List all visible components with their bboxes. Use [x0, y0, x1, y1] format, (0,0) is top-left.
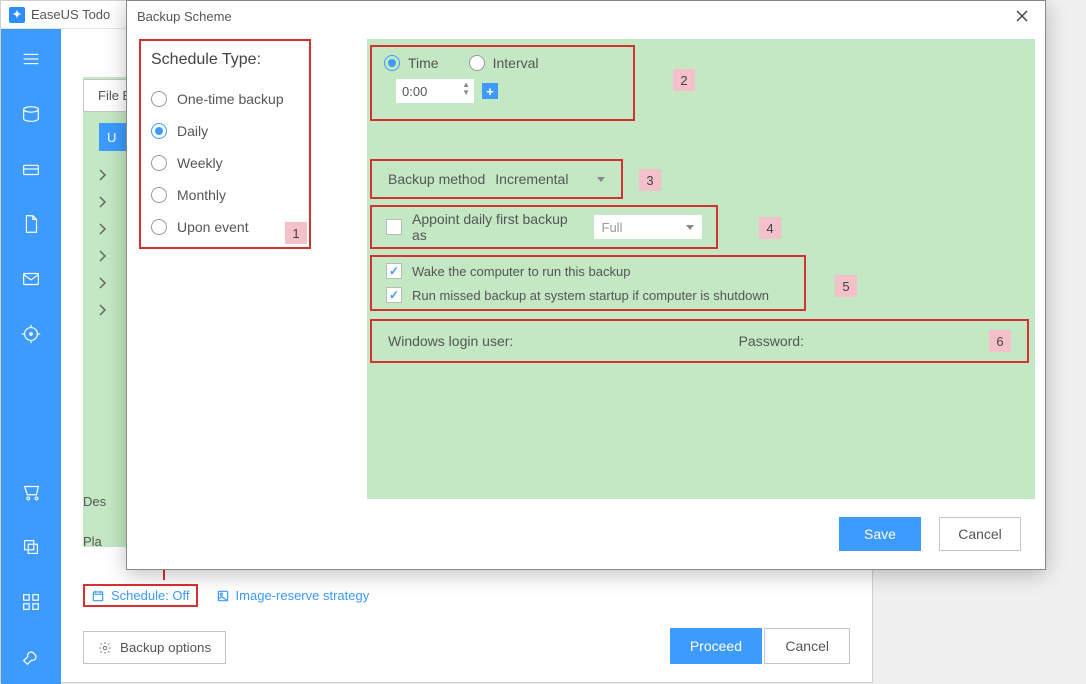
cart-icon[interactable] — [1, 464, 61, 519]
target-icon[interactable] — [1, 306, 61, 361]
grid-icon[interactable] — [1, 574, 61, 629]
radio-label: One-time backup — [177, 91, 284, 107]
login-section: Windows login user: Password: 6 — [370, 319, 1029, 363]
sidebar — [1, 29, 61, 684]
chevron-right-icon[interactable] — [99, 165, 117, 185]
radio-label: Daily — [177, 123, 208, 139]
mode-interval[interactable]: Interval — [469, 55, 539, 71]
bg-title: EaseUS Todo — [31, 7, 110, 22]
appoint-checkbox[interactable] — [386, 219, 402, 235]
plan-label: Pla — [83, 534, 102, 549]
chevron-right-icon[interactable] — [99, 273, 117, 293]
schedule-upon-event[interactable]: Upon event — [151, 211, 299, 243]
dialog-body: Schedule Type: One-time backup Daily Wee… — [127, 31, 1045, 499]
dialog-title: Backup Scheme — [137, 9, 232, 24]
chevron-right-icon[interactable] — [99, 300, 117, 320]
appoint-value: Full — [602, 220, 623, 235]
copy-icon[interactable] — [1, 519, 61, 574]
method-dropdown[interactable]: Incremental — [495, 171, 605, 187]
chevron-right-icon[interactable] — [99, 219, 117, 239]
backup-scheme-dialog: Backup Scheme Schedule Type: One-time ba… — [126, 0, 1046, 570]
chevron-right-icon[interactable] — [99, 192, 117, 212]
login-user-label: Windows login user: — [388, 333, 513, 349]
proceed-button[interactable]: Proceed — [670, 628, 762, 664]
right-area: Time Interval 0:00 ▲ ▼ + — [367, 39, 1035, 499]
disk-icon[interactable] — [1, 86, 61, 141]
file-icon[interactable] — [1, 196, 61, 251]
backup-options-button[interactable]: Backup options — [83, 631, 226, 664]
mail-icon[interactable] — [1, 251, 61, 306]
chevron-down-icon — [686, 225, 694, 230]
time-interval-section: Time Interval 0:00 ▲ ▼ + — [370, 45, 635, 121]
login-password-input[interactable] — [816, 330, 977, 352]
menu-icon[interactable] — [1, 31, 61, 86]
backup-options-label: Backup options — [120, 640, 211, 655]
backup-method-section: Backup method Incremental — [370, 159, 623, 199]
radio-icon — [469, 55, 485, 71]
login-password-label: Password: — [739, 333, 804, 349]
app-logo-icon: ✦ — [9, 7, 25, 23]
radio-label: Interval — [493, 55, 539, 71]
image-icon — [216, 589, 230, 603]
bg-cancel-button[interactable]: Cancel — [764, 628, 850, 664]
strategy-link-label: Image-reserve strategy — [236, 588, 370, 603]
login-user-input[interactable] — [525, 330, 726, 352]
radio-icon — [151, 91, 167, 107]
schedule-daily[interactable]: Daily — [151, 115, 299, 147]
schedule-link-label: Schedule: Off — [111, 588, 190, 603]
strategy-link[interactable]: Image-reserve strategy — [216, 588, 370, 603]
wake-checkbox[interactable] — [386, 263, 402, 279]
method-value: Incremental — [495, 171, 568, 187]
radio-icon — [384, 55, 400, 71]
schedule-type-panel: Schedule Type: One-time backup Daily Wee… — [139, 39, 311, 249]
badge-5: 5 — [835, 275, 857, 297]
appoint-label: Appoint daily first backup as — [412, 211, 584, 243]
time-input[interactable]: 0:00 ▲ ▼ — [396, 79, 474, 103]
missed-checkbox[interactable] — [386, 287, 402, 303]
dialog-footer: Save Cancel — [127, 499, 1045, 569]
schedule-weekly[interactable]: Weekly — [151, 147, 299, 179]
radio-icon — [151, 187, 167, 203]
radio-icon — [151, 219, 167, 235]
badge-3: 3 — [639, 169, 661, 191]
radio-label: Time — [408, 55, 439, 71]
gear-icon — [98, 641, 112, 655]
close-icon[interactable] — [1009, 3, 1035, 29]
missed-label: Run missed backup at system startup if c… — [412, 288, 769, 303]
options-section: Wake the computer to run this backup Run… — [370, 255, 806, 311]
spinner-down-icon[interactable]: ▼ — [462, 89, 470, 97]
radio-label: Monthly — [177, 187, 226, 203]
schedule-monthly[interactable]: Monthly — [151, 179, 299, 211]
schedule-type-heading: Schedule Type: — [151, 51, 299, 69]
radio-label: Upon event — [177, 219, 249, 235]
schedule-link[interactable]: Schedule: Off — [83, 584, 198, 607]
calendar-icon — [91, 589, 105, 603]
radio-label: Weekly — [177, 155, 223, 171]
schedule-one-time[interactable]: One-time backup — [151, 83, 299, 115]
chevron-down-icon — [597, 177, 605, 182]
cancel-button[interactable]: Cancel — [939, 517, 1021, 551]
appoint-select[interactable]: Full — [594, 215, 702, 239]
time-value: 0:00 — [402, 84, 427, 99]
badge-6: 6 — [989, 330, 1011, 352]
badge-2: 2 — [673, 69, 695, 91]
bottom-bar: Schedule: Off Image-reserve strategy — [83, 584, 369, 607]
badge-4: 4 — [759, 217, 781, 239]
wrench-icon[interactable] — [1, 629, 61, 684]
dialog-titlebar: Backup Scheme — [127, 1, 1045, 31]
wake-label: Wake the computer to run this backup — [412, 264, 630, 279]
desc-label: Des — [83, 494, 106, 509]
radio-icon — [151, 123, 167, 139]
radio-icon — [151, 155, 167, 171]
appoint-section: Appoint daily first backup as Full — [370, 205, 718, 249]
save-button[interactable]: Save — [839, 517, 921, 551]
add-time-button[interactable]: + — [482, 83, 498, 99]
method-label: Backup method — [388, 171, 485, 187]
drive-icon[interactable] — [1, 141, 61, 196]
mode-time[interactable]: Time — [384, 55, 439, 71]
unit-button[interactable]: U — [99, 123, 127, 151]
chevron-right-icon[interactable] — [99, 246, 117, 266]
